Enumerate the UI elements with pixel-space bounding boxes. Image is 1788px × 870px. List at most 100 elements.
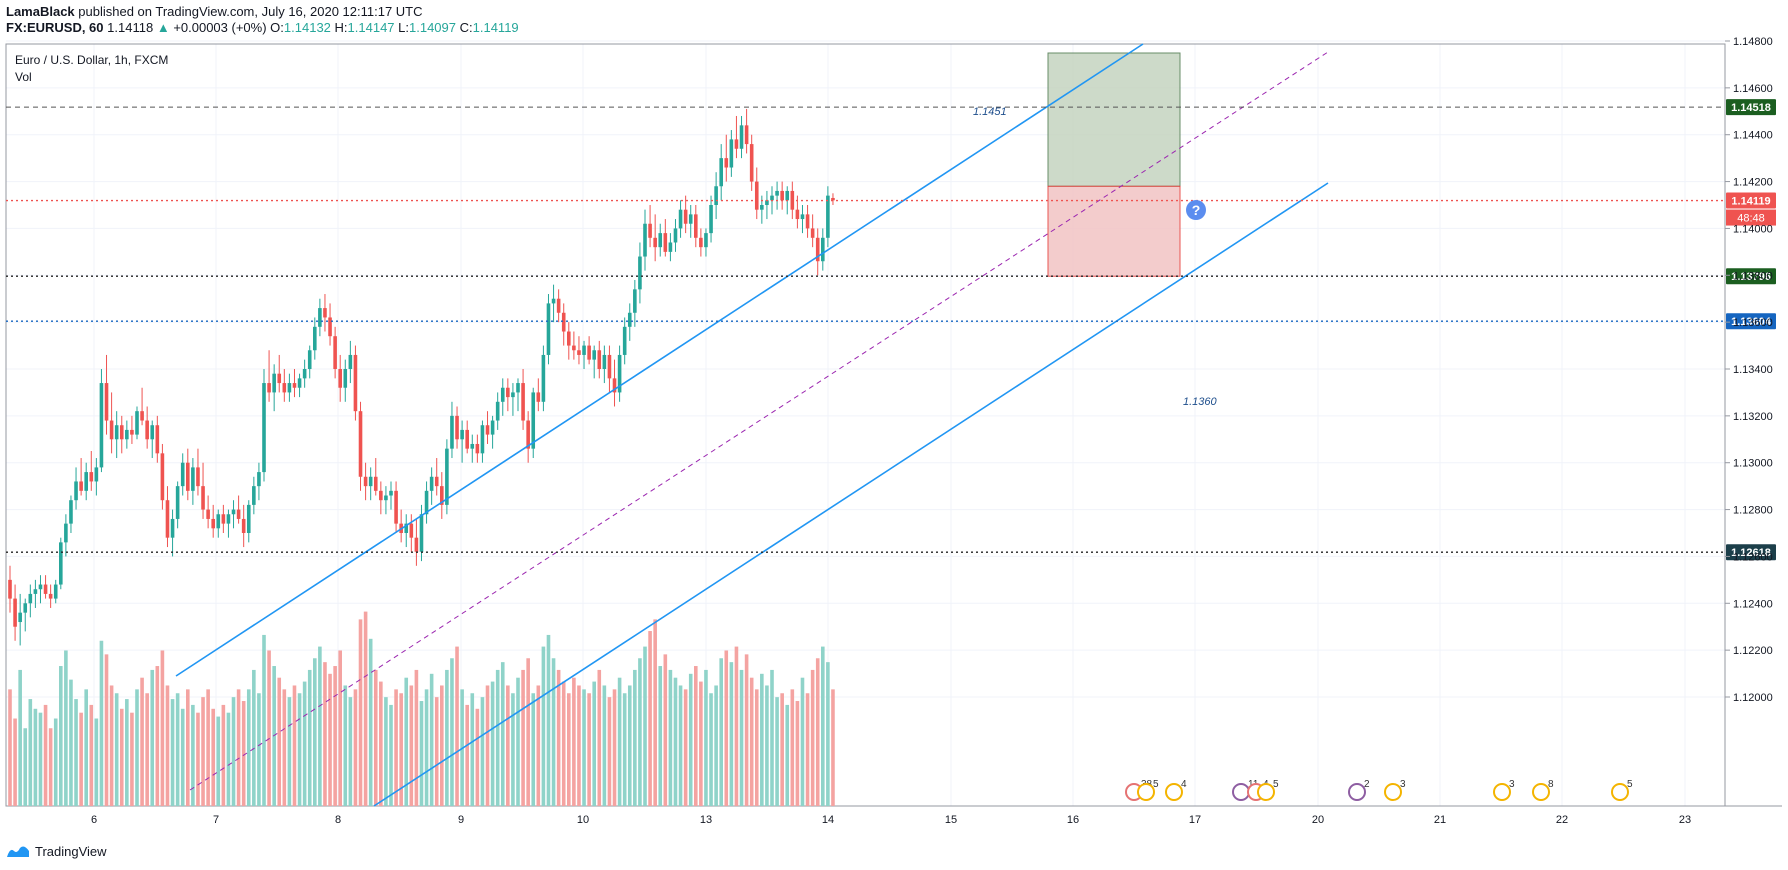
candle-body [714,186,718,205]
volume-bar [765,685,769,806]
volume-bar [226,712,231,806]
price-tick-label: 1.12200 [1733,645,1773,657]
countdown-text: 48:48 [1737,213,1765,225]
volume-bar [582,689,586,806]
candle-body [556,298,561,313]
volume-bar [648,631,652,806]
event-flag-icon [1165,783,1183,801]
volume-bar [135,689,139,806]
volume-bar [643,646,647,806]
candle-body [323,308,327,318]
high-label: H: [334,20,348,35]
volume-bar [409,685,414,806]
volume-bar [526,658,530,806]
volume-bar [739,669,744,806]
candle-body [815,237,820,262]
candle-body [414,537,419,552]
candle-body [419,514,424,552]
candle-body [267,383,271,393]
candle-body [394,490,398,524]
candle-body [810,228,815,238]
candle-body [663,233,668,252]
candle-body [450,415,454,449]
candle-body [546,303,551,355]
candle-body [780,190,784,201]
candle-body [23,603,28,613]
volume-bar [805,693,810,806]
volume-bar [38,712,43,806]
candle-body [800,214,805,220]
time-tick-label: 20 [1312,814,1324,826]
volume-bar [338,650,342,806]
candle-body [490,420,495,435]
volume-bar [521,669,525,806]
candle-body [363,476,368,487]
candle-body [470,443,475,449]
candle-body [673,228,678,243]
footer-branding[interactable]: TradingView [6,844,107,859]
channel-upper-line [175,43,1144,677]
volume-bar [109,685,114,806]
author-name[interactable]: LamaBlack [6,4,75,19]
volume-bar [602,685,607,806]
candle-body [709,205,713,234]
ohlc-line: FX:EURUSD, 60 1.14118 ▲ +0.00003 (+0%) O… [6,20,519,36]
last-price: 1.14118 [107,20,154,35]
volume-bar [348,697,353,806]
candle-body [516,383,520,393]
candle-body [38,584,43,590]
candle-body [150,425,155,440]
candle-body [272,373,276,393]
time-tick-label: 8 [335,814,341,826]
candle-body [775,190,779,196]
volume-bar [8,689,12,806]
candle-body [434,476,439,487]
annotation-high: 1.1451 [973,106,1007,118]
volume-bar [490,681,495,806]
candle-body [353,354,358,412]
volume-bar [775,697,779,806]
candle-body [688,214,693,224]
volume-bar [653,619,657,806]
candle-body [683,209,688,224]
volume-bar [744,654,749,806]
candle-body [785,190,790,201]
price-tick-label: 1.13600 [1733,317,1773,329]
volume-bar [94,718,99,806]
volume-bar [196,712,200,806]
candle-body [704,233,708,248]
symbol-label: FX:EURUSD, 60 [6,20,104,35]
trend-lines [175,43,1329,807]
volume-bar [556,669,561,806]
price-tick-label: 1.12800 [1733,505,1773,517]
level-price-text: 1.14119 [1731,196,1770,208]
volume-bar [597,669,602,806]
candle-body [43,584,48,594]
question-icon[interactable]: ? [1186,200,1206,220]
legend-volume: Vol [15,70,32,84]
volume-bar [28,699,33,806]
candle-body [770,195,774,201]
price-tick-label: 1.13400 [1733,364,1773,376]
volume-bar [191,704,195,806]
event-count: 3 [1400,779,1406,790]
volume-bar [18,669,22,806]
volume-bar [434,697,439,806]
stop-zone [1047,185,1181,277]
level-price-text: 1.12618 [1731,547,1771,559]
candle-body [485,425,490,435]
candle-body [109,420,114,440]
volume-bar [175,693,180,806]
volume-bar [826,662,830,806]
event-flag-icon [1493,783,1511,801]
volume-bar [246,689,251,806]
candle-body [333,336,337,369]
candle-body [343,369,348,388]
candle-body [694,214,698,238]
candle-body [658,233,663,248]
volume-bar [150,669,155,806]
volume-bar [404,677,409,806]
candle-body [429,476,434,491]
volume-bar [287,697,292,806]
